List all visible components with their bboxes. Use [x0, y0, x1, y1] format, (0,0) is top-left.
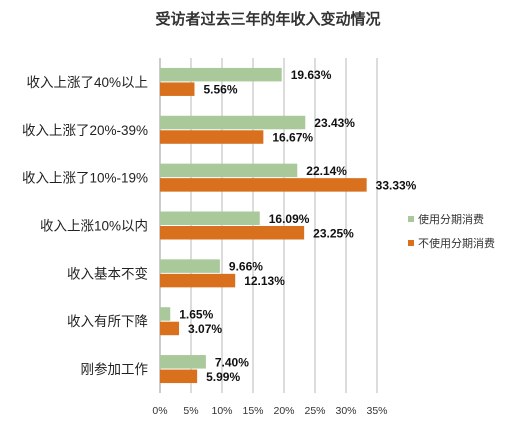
x-tick-label: 0% [152, 405, 167, 417]
x-tick-label: 10% [211, 405, 232, 417]
category-label: 刚参加工作 [81, 361, 149, 377]
data-label: 33.33% [376, 178, 417, 192]
x-tick-label: 30% [335, 405, 356, 417]
bar-series-1 [160, 163, 298, 178]
x-tick-label: 15% [242, 405, 263, 417]
category-label: 收入上涨了10%-19% [22, 171, 148, 186]
legend-swatch [408, 216, 414, 222]
bars [160, 67, 367, 384]
bar-series-1 [160, 355, 206, 369]
grid-lines [159, 58, 378, 393]
bar-series-1 [160, 115, 306, 130]
x-tick-labels: 0% 5% 10% 15% 20% 25% 30% 35% [152, 405, 387, 417]
x-tick-label: 25% [304, 405, 325, 417]
data-label: 9.66% [229, 260, 263, 274]
data-label: 3.07% [188, 322, 222, 336]
category-label: 收入上涨了40%以上 [26, 75, 148, 90]
legend-label: 不使用分期消费 [418, 236, 495, 250]
data-label: 22.14% [306, 164, 347, 178]
bar-series-1 [160, 67, 282, 82]
category-label: 收入上涨10%以内 [40, 219, 148, 234]
data-label: 7.40% [215, 355, 249, 369]
data-label: 16.09% [269, 212, 310, 226]
x-tick-label: 35% [366, 405, 387, 417]
bar-series-2 [160, 82, 195, 96]
bar-series-2 [160, 178, 367, 192]
data-label: 16.67% [272, 131, 313, 145]
chart-title: 受访者过去三年的年收入变动情况 [155, 10, 380, 28]
bar-series-1 [160, 211, 260, 225]
bar-series-2 [160, 321, 180, 336]
legend-swatch [408, 240, 414, 246]
category-label: 收入上涨了20%-39% [22, 123, 148, 138]
x-tick-label: 5% [183, 405, 198, 417]
legend-label: 使用分期消费 [418, 212, 484, 226]
data-label: 12.13% [244, 274, 285, 288]
bar-series-1 [160, 307, 171, 321]
data-label: 19.63% [291, 68, 332, 82]
data-label: 1.65% [179, 307, 213, 321]
bar-series-2 [160, 273, 236, 288]
bar-series-2 [160, 130, 264, 144]
bar-series-1 [160, 259, 220, 273]
data-label: 23.43% [314, 116, 355, 130]
x-tick-label: 20% [273, 405, 294, 417]
data-label: 23.25% [313, 226, 354, 240]
data-labels: 19.63% 5.56% 23.43%16.67% 22.14% 33.33% 16.09… [179, 68, 416, 384]
data-label: 5.99% [206, 370, 240, 384]
category-label: 收入有所下降 [67, 314, 148, 329]
bar-series-2 [160, 369, 198, 384]
data-label: 5.56% [203, 83, 237, 97]
bar-series-2 [160, 226, 305, 240]
category-label: 收入基本不变 [67, 265, 148, 281]
